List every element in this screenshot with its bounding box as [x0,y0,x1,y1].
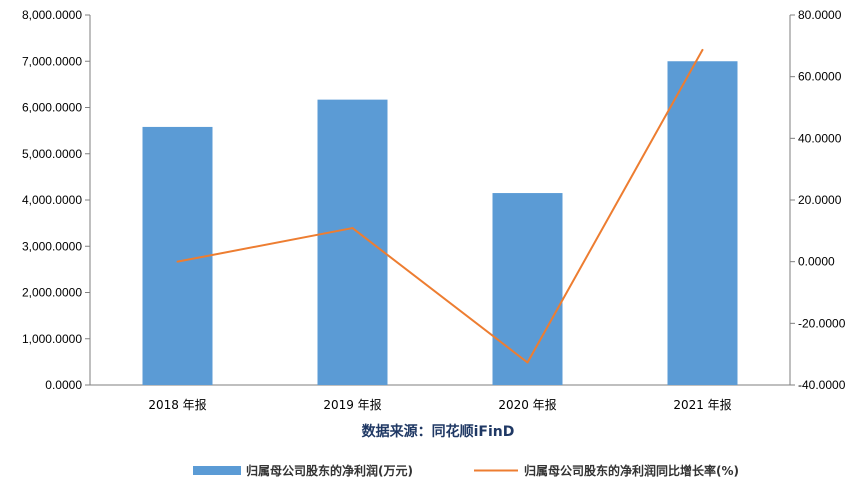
legend-bar-label: 归属母公司股东的净利润(万元) [246,463,413,478]
right-tick-label: 80.0000 [798,8,842,22]
bar [317,99,388,385]
left-tick-label: 3,000.0000 [22,239,82,253]
growth-line [177,49,704,364]
right-axis-ticks: -40.0000 -20.0000 0.0000 20.0000 40.0000 60.0… [790,8,846,392]
legend-bar-swatch [193,466,241,475]
left-axis-ticks: 0.0000 1,000.0000 2,000.0000 3,000.0000 4,00… [22,8,90,392]
line-point [176,260,179,263]
bar [142,126,213,386]
source-label: 数据来源：同花顺iFinD [362,423,515,440]
line-point [701,48,704,51]
legend-line-label: 归属母公司股东的净利润同比增长率(%) [524,463,739,478]
left-tick-label: 6,000.0000 [22,101,82,115]
legend: 归属母公司股东的净利润(万元) 归属母公司股东的净利润同比增长率(%) [193,463,739,478]
right-tick-label: 40.0000 [798,131,842,145]
right-tick-label: -40.0000 [798,378,846,392]
category-label: 2020 年报 [498,397,556,412]
left-tick-label: 5,000.0000 [22,147,82,161]
category-label: 2021 年报 [673,397,731,412]
line-series [176,48,704,364]
bar [667,61,738,385]
bar [492,193,563,385]
line-point [526,361,529,364]
bar-series [142,61,738,386]
left-tick-label: 7,000.0000 [22,54,82,68]
left-tick-label: 1,000.0000 [22,332,82,346]
right-tick-label: -20.0000 [798,316,846,330]
category-label: 2019 年报 [323,397,381,412]
line-point [351,227,354,230]
left-tick-label: 0.0000 [45,378,82,392]
right-tick-label: 0.0000 [798,255,835,269]
left-tick-label: 8,000.0000 [22,8,82,22]
category-label: 2018 年报 [148,397,206,412]
left-tick-label: 4,000.0000 [22,193,82,207]
category-labels: 2018 年报 2019 年报 2020 年报 2021 年报 [148,397,731,412]
right-tick-label: 60.0000 [798,70,842,84]
right-tick-label: 20.0000 [798,193,842,207]
left-tick-label: 2,000.0000 [22,286,82,300]
